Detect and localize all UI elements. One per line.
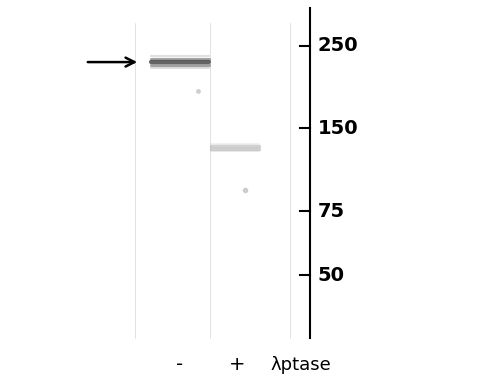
Text: 50: 50 bbox=[318, 266, 344, 285]
Text: λptase: λptase bbox=[270, 356, 331, 374]
Text: -: - bbox=[176, 355, 184, 374]
Text: 150: 150 bbox=[318, 119, 358, 137]
Text: 75: 75 bbox=[318, 202, 344, 221]
Text: 250: 250 bbox=[318, 36, 358, 55]
Text: +: + bbox=[229, 355, 246, 374]
